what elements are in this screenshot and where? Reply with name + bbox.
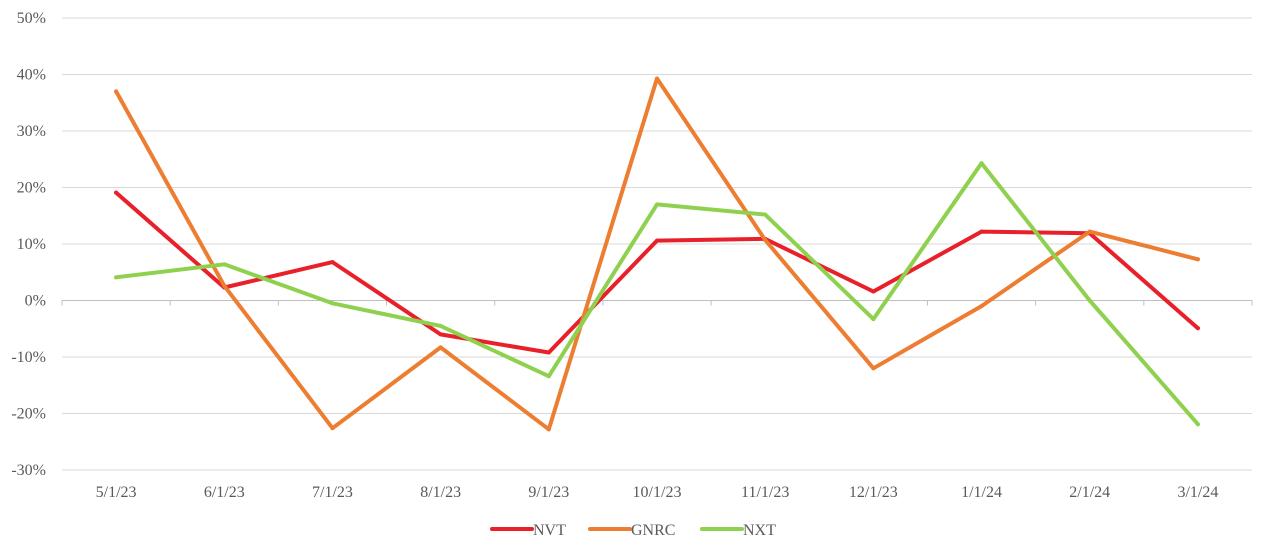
x-tick-label: 12/1/23 bbox=[849, 484, 898, 501]
data-point-nvt bbox=[114, 190, 119, 195]
data-point-gnrc bbox=[1087, 229, 1092, 234]
legend-label-nvt: NVT bbox=[533, 522, 566, 539]
x-tick-label: 8/1/23 bbox=[420, 484, 461, 501]
data-point-nxt bbox=[1087, 298, 1092, 303]
data-point-gnrc bbox=[546, 427, 551, 432]
legend-label-nxt: NXT bbox=[743, 522, 776, 539]
data-point-nvt bbox=[871, 289, 876, 294]
y-tick-label: 40% bbox=[17, 67, 46, 84]
data-point-nxt bbox=[763, 212, 768, 217]
y-tick-label: -10% bbox=[11, 349, 46, 366]
data-point-nxt bbox=[871, 317, 876, 322]
y-tick-label: 20% bbox=[17, 180, 46, 197]
data-point-gnrc bbox=[438, 345, 443, 350]
data-point-gnrc bbox=[979, 304, 984, 309]
legend-label-gnrc: GNRC bbox=[631, 522, 675, 539]
data-point-nvt bbox=[438, 332, 443, 337]
y-tick-label: 50% bbox=[17, 10, 46, 27]
x-tick-label: 6/1/23 bbox=[204, 484, 245, 501]
y-tick-label: 30% bbox=[17, 123, 46, 140]
data-point-gnrc bbox=[763, 238, 768, 243]
data-point-nxt bbox=[438, 323, 443, 328]
data-point-nxt bbox=[1195, 422, 1200, 427]
y-tick-label: 10% bbox=[17, 236, 46, 253]
y-tick-label: 0% bbox=[25, 293, 46, 310]
data-point-gnrc bbox=[1195, 257, 1200, 262]
legend: NVT GNRC NXT bbox=[490, 522, 776, 539]
series-line-nvt bbox=[114, 190, 1200, 355]
data-point-nvt bbox=[655, 238, 659, 243]
data-point-nxt bbox=[655, 202, 659, 207]
y-tick-label: -30% bbox=[11, 462, 46, 479]
data-point-gnrc bbox=[222, 283, 227, 288]
x-axis bbox=[61, 300, 1253, 306]
data-point-nvt bbox=[330, 260, 335, 265]
data-point-gnrc bbox=[114, 89, 119, 94]
x-tick-label: 1/1/24 bbox=[961, 484, 1002, 501]
data-point-gnrc bbox=[655, 76, 659, 81]
data-point-gnrc bbox=[871, 366, 876, 371]
series-line-nxt bbox=[114, 161, 1200, 427]
data-point-nxt bbox=[979, 161, 984, 166]
x-tick-label: 10/1/23 bbox=[633, 484, 682, 501]
x-tick-label: 5/1/23 bbox=[96, 484, 137, 501]
x-tick-label: 7/1/23 bbox=[312, 484, 353, 501]
y-axis-tick-labels: 50% 40% 30% 20% 10% 0% -10% -20% -30% bbox=[11, 10, 46, 479]
data-point-nxt bbox=[222, 262, 227, 267]
data-point-nxt bbox=[546, 374, 551, 379]
data-point-nvt bbox=[979, 229, 984, 234]
data-point-gnrc bbox=[330, 426, 335, 431]
gridlines bbox=[62, 17, 1252, 471]
x-axis-tick-labels: 5/1/23 6/1/23 7/1/23 8/1/23 9/1/23 10/1/23 11/… bbox=[96, 484, 1219, 501]
x-tick-label: 3/1/24 bbox=[1177, 484, 1218, 501]
x-tick-label: 2/1/24 bbox=[1069, 484, 1110, 501]
x-tick-label: 11/1/23 bbox=[741, 484, 789, 501]
data-point-nxt bbox=[330, 301, 335, 306]
data-point-nvt bbox=[546, 350, 551, 355]
data-point-nxt bbox=[114, 275, 119, 280]
x-tick-label: 9/1/23 bbox=[528, 484, 569, 501]
series-lines bbox=[114, 76, 1200, 432]
y-tick-label: -20% bbox=[11, 406, 46, 423]
data-point-nvt bbox=[1195, 326, 1200, 331]
